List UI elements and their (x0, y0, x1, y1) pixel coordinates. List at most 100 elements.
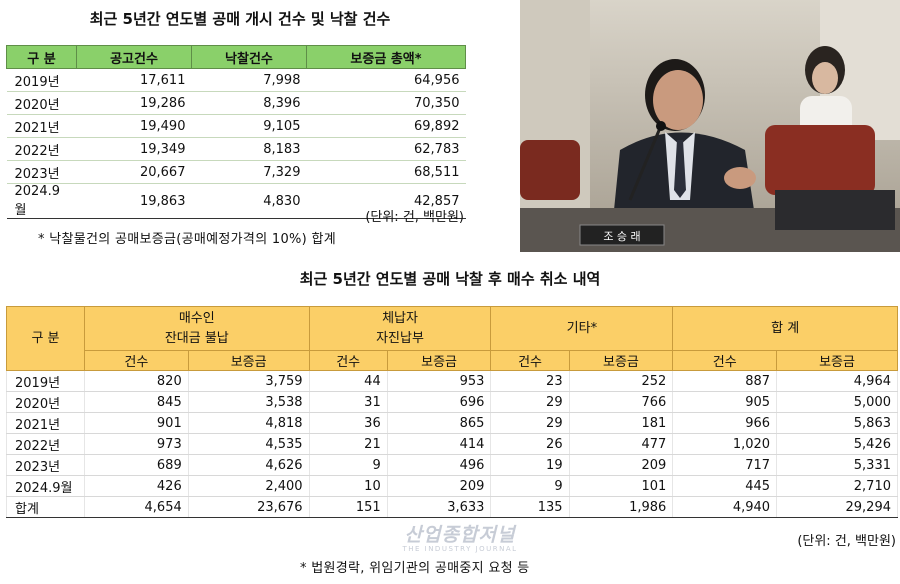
value-cell: 29,294 (776, 496, 898, 518)
value-cell: 9,105 (191, 114, 307, 138)
value-cell: 901 (84, 412, 189, 434)
value-cell: 5,426 (776, 433, 898, 455)
value-cell: 696 (386, 391, 492, 413)
value-cell: 135 (490, 496, 570, 518)
value-cell: 3,759 (187, 370, 310, 392)
value-cell: 29 (490, 391, 570, 413)
value-cell: 151 (308, 496, 388, 518)
table1-header-deposit-total: 보증금 총액* (305, 45, 467, 69)
value-cell: 4,940 (672, 496, 778, 518)
value-cell: 887 (672, 370, 778, 392)
value-cell: 23 (490, 370, 570, 392)
table-row: 2019년 820 3,759 44 953 23 252 887 4,964 (6, 370, 898, 392)
value-cell: 1,986 (568, 496, 674, 518)
value-cell: 19,349 (76, 137, 192, 161)
table-row: 2024.9월 19,863 4,830 42,857 (6, 183, 466, 219)
table2-header-category: 구 분 (6, 306, 85, 371)
hearing-photo: 조 승 래 (520, 0, 900, 252)
table-row: 합계 4,654 23,676 151 3,633 135 1,986 4,940 29,294 (6, 496, 898, 518)
value-cell: 3,538 (187, 391, 310, 413)
value-cell: 496 (386, 454, 492, 476)
year-cell: 2021년 (6, 412, 85, 434)
value-cell: 966 (672, 412, 778, 434)
subheader-count: 건수 (672, 350, 778, 371)
year-cell: 2022년 (6, 137, 77, 161)
value-cell: 5,000 (776, 391, 898, 413)
subheader-count: 건수 (84, 350, 189, 371)
value-cell: 8,183 (191, 137, 307, 161)
value-cell: 4,626 (187, 454, 310, 476)
nameplate-text: 조 승 래 (603, 230, 640, 243)
value-cell: 766 (568, 391, 674, 413)
table-row: 2023년 689 4,626 9 496 19 209 717 5,331 (6, 454, 898, 476)
year-cell: 2019년 (6, 68, 77, 92)
value-cell: 101 (568, 475, 674, 497)
value-cell: 8,396 (191, 91, 307, 115)
subheader-deposit: 보증금 (187, 350, 310, 371)
group-label-line1: 기타* (566, 320, 598, 336)
watermark-logo-text: 산업종합저널 (404, 524, 516, 546)
table2-footnote: * 법원경락, 위임기관의 공매중지 요청 등 (300, 561, 530, 576)
value-cell: 7,998 (191, 68, 307, 92)
value-cell: 9 (308, 454, 388, 476)
value-cell: 19,490 (76, 114, 192, 138)
value-cell: 973 (84, 433, 189, 455)
value-cell: 953 (386, 370, 492, 392)
year-cell: 2020년 (6, 391, 85, 413)
table2-group-header-row: 구 분 매수인 잔대금 불납 체납자 자진납부 기타* 합 계 (6, 306, 898, 371)
value-cell: 10 (308, 475, 388, 497)
value-cell: 4,964 (776, 370, 898, 392)
purchase-cancellation-table: 구 분 매수인 잔대금 불납 체납자 자진납부 기타* 합 계 건수 보증금 건수 … (6, 306, 898, 518)
value-cell: 64,956 (306, 68, 466, 92)
table1-header-winning-bids: 낙찰건수 (190, 45, 307, 69)
value-cell: 70,350 (306, 91, 466, 115)
value-cell: 23,676 (187, 496, 310, 518)
value-cell: 17,611 (76, 68, 192, 92)
table1-header-category: 구 분 (6, 45, 77, 69)
group-label-line1: 매수인 (178, 310, 215, 326)
value-cell: 26 (490, 433, 570, 455)
table-row: 2024.9월 426 2,400 10 209 9 101 445 2,710 (6, 475, 898, 497)
subheader-deposit: 보증금 (386, 350, 492, 371)
table2-group-other: 기타* (490, 306, 674, 351)
value-cell: 4,654 (84, 496, 189, 518)
value-cell: 19,286 (76, 91, 192, 115)
table-row: 2021년 901 4,818 36 865 29 181 966 5,863 (6, 412, 898, 434)
subheader-deposit: 보증금 (568, 350, 674, 371)
table2-group-total: 합 계 (672, 306, 898, 351)
value-cell: 5,863 (776, 412, 898, 434)
value-cell: 69,892 (306, 114, 466, 138)
value-cell: 209 (568, 454, 674, 476)
value-cell: 689 (84, 454, 189, 476)
value-cell: 2,710 (776, 475, 898, 497)
value-cell: 4,818 (187, 412, 310, 434)
hearing-photo-illustration: 조 승 래 (520, 0, 900, 252)
table-row: 2020년 845 3,538 31 696 29 766 905 5,000 (6, 391, 898, 413)
table-row: 2021년 19,490 9,105 69,892 (6, 114, 466, 138)
value-cell: 445 (672, 475, 778, 497)
year-cell: 2024.9월 (6, 475, 85, 497)
group-label-line1: 체납자 (382, 310, 418, 326)
table1-header-row: 구 분 공고건수 낙찰건수 보증금 총액* (6, 45, 467, 69)
table-row: 2022년 973 4,535 21 414 26 477 1,020 5,426 (6, 433, 898, 455)
table2-group-buyer-unpaid: 매수인 잔대금 불납 (84, 306, 310, 351)
year-cell: 2024.9월 (6, 183, 77, 219)
value-cell: 181 (568, 412, 674, 434)
value-cell: 21 (308, 433, 388, 455)
year-cell: 2022년 (6, 433, 85, 455)
value-cell: 905 (672, 391, 778, 413)
value-cell: 19 (490, 454, 570, 476)
table2-unit-label: (단위: 건, 백만원) (797, 534, 896, 549)
table2-title: 최근 5년간 연도별 공매 낙찰 후 매수 취소 내역 (299, 270, 601, 288)
subheader-count: 건수 (490, 350, 570, 371)
value-cell: 845 (84, 391, 189, 413)
value-cell: 477 (568, 433, 674, 455)
value-cell: 4,830 (191, 183, 307, 219)
value-cell: 44 (308, 370, 388, 392)
value-cell: 9 (490, 475, 570, 497)
value-cell: 717 (672, 454, 778, 476)
value-cell: 20,667 (76, 160, 192, 184)
auction-count-table: 구 분 공고건수 낙찰건수 보증금 총액* 2019년 17,611 7,998 64… (6, 45, 467, 219)
value-cell: 426 (84, 475, 189, 497)
value-cell: 19,863 (76, 183, 192, 219)
